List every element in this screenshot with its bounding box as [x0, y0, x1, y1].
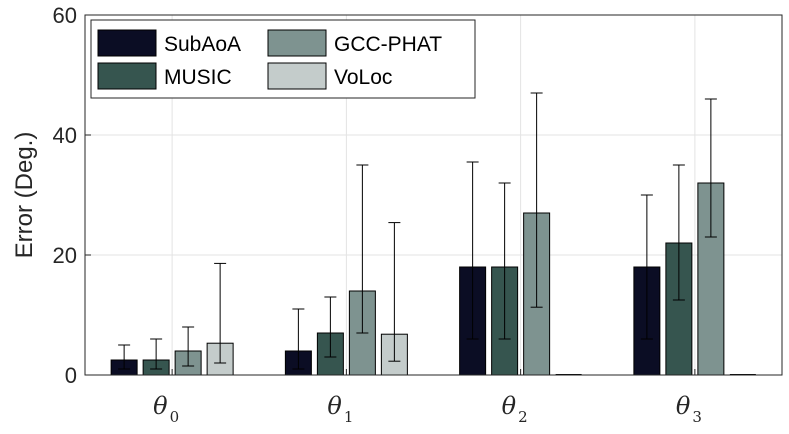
x-tick-subscript: 0	[170, 408, 180, 426]
y-tick-label: 40	[53, 123, 77, 148]
x-tick-subscript: 2	[518, 408, 528, 426]
x-tick-subscript: 3	[692, 408, 702, 426]
y-tick-labels: 0 20 40 60	[53, 3, 91, 388]
axes-box	[84, 14, 783, 376]
x-tick-subscript: 1	[344, 408, 354, 426]
legend-swatch-subaoa	[97, 29, 157, 57]
x-tick-symbol: θ	[676, 392, 691, 420]
legend-label: SubAoA	[164, 33, 241, 56]
y-tick-label: 60	[53, 3, 77, 28]
bars	[110, 182, 756, 376]
error-bars	[118, 92, 717, 370]
legend: SubAoA MUSIC GCC-PHAT VoLoc	[90, 19, 476, 99]
x-tick-symbol: θ	[502, 392, 517, 420]
legend-label: MUSIC	[164, 66, 232, 89]
legend-swatch-gcc-phat	[267, 29, 327, 57]
legend-swatch-music	[97, 62, 157, 90]
y-axis-label: Error (Deg.)	[11, 132, 38, 259]
y-tick-label: 0	[65, 363, 77, 388]
x-tick-symbol: θ	[327, 392, 342, 420]
legend-swatch-voloc	[267, 62, 327, 90]
x-tick-symbol: θ	[153, 392, 168, 420]
y-tick-label: 20	[53, 243, 77, 268]
legend-label: VoLoc	[334, 66, 392, 89]
legend-label: GCC-PHAT	[334, 33, 442, 56]
